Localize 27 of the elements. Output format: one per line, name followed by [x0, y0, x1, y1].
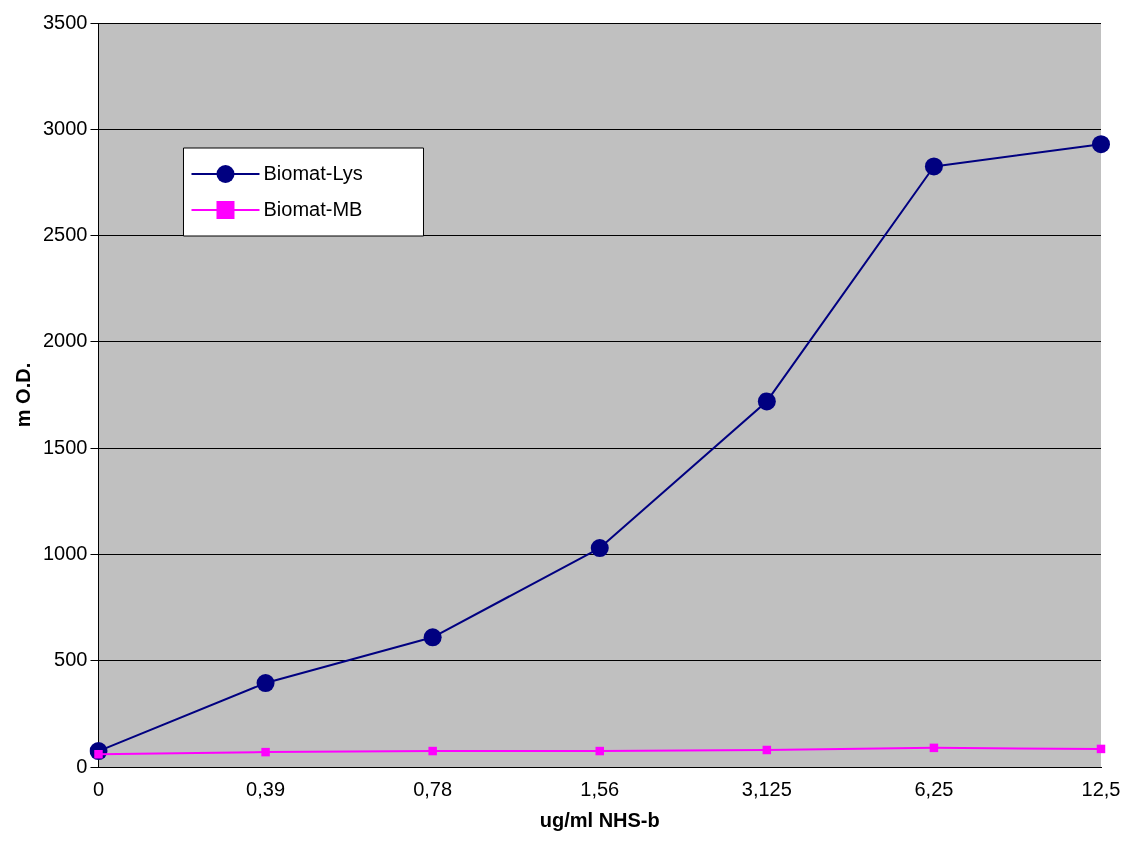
x-tick-label: 1,56 [580, 777, 620, 800]
point [590, 539, 609, 558]
y-tick-label: 3500 [42, 10, 88, 33]
point [428, 746, 437, 756]
x-tick-label: 0,78 [413, 777, 453, 800]
point [423, 628, 442, 647]
x-tick-label: 6,25 [914, 777, 954, 800]
point [924, 157, 943, 176]
x-tick-label: 0,39 [246, 777, 286, 800]
y-tick-label: 2000 [42, 329, 88, 352]
y-tick-label: 500 [54, 648, 88, 671]
legend-label: Biomat-MB [263, 197, 363, 220]
point [757, 392, 776, 411]
point [261, 747, 270, 757]
y-tick-label: 2500 [42, 223, 88, 246]
y-tick-label: 0 [76, 754, 88, 777]
x-axis-title: ug/ml NHS-b [539, 808, 660, 831]
point [256, 674, 275, 693]
y-tick-label: 1500 [42, 435, 88, 458]
y-tick-label: 1000 [42, 541, 88, 564]
y-axis-title: m O.D. [11, 362, 34, 428]
y-tick-label: 3000 [42, 116, 88, 139]
x-tick-label: 0 [92, 777, 105, 800]
x-tick-label: 3,125 [741, 777, 792, 800]
legend-label: Biomat-Lys [263, 161, 363, 184]
point [1092, 135, 1110, 154]
x-tick-label: 12,5 [1081, 777, 1121, 800]
